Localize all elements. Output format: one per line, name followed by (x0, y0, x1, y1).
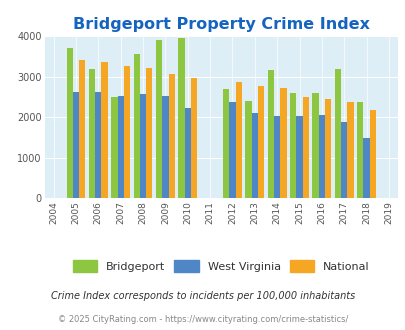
Bar (89, 69, 95, 198)
Bar (245, 101, 251, 198)
Bar (296, 116, 302, 198)
Text: Crime Index corresponds to incidents per 100,000 inhabitants: Crime Index corresponds to incidents per… (51, 291, 354, 301)
Bar (124, 66, 130, 198)
Bar (356, 102, 362, 198)
Bar (111, 97, 117, 198)
Bar (340, 122, 347, 198)
Text: © 2025 CityRating.com - https://www.cityrating.com/crime-statistics/: © 2025 CityRating.com - https://www.city… (58, 315, 347, 324)
Bar (369, 110, 375, 198)
Bar (140, 94, 146, 198)
Bar (190, 78, 197, 198)
Bar (324, 99, 330, 198)
Bar (334, 69, 340, 198)
Bar (312, 93, 318, 198)
Bar (222, 89, 229, 198)
Bar (117, 96, 124, 198)
Bar (229, 102, 235, 198)
Bar (72, 92, 79, 198)
Bar (133, 54, 140, 198)
Bar (235, 82, 241, 198)
Bar (79, 60, 85, 198)
Title: Bridgeport Property Crime Index: Bridgeport Property Crime Index (72, 17, 369, 32)
Bar (95, 92, 101, 198)
Bar (178, 38, 184, 198)
Bar (302, 97, 308, 198)
Bar (101, 62, 107, 198)
Bar (318, 115, 324, 198)
Legend: Bridgeport, West Virginia, National: Bridgeport, West Virginia, National (73, 260, 369, 272)
Bar (146, 68, 152, 198)
Bar (168, 74, 174, 198)
Bar (184, 108, 190, 198)
Bar (251, 113, 257, 198)
Bar (267, 70, 273, 198)
Bar (257, 86, 264, 198)
Bar (162, 96, 168, 198)
Bar (362, 138, 369, 198)
Bar (290, 93, 296, 198)
Bar (66, 48, 72, 198)
Bar (273, 115, 279, 198)
Bar (347, 102, 353, 198)
Bar (279, 88, 286, 198)
Bar (156, 40, 162, 198)
